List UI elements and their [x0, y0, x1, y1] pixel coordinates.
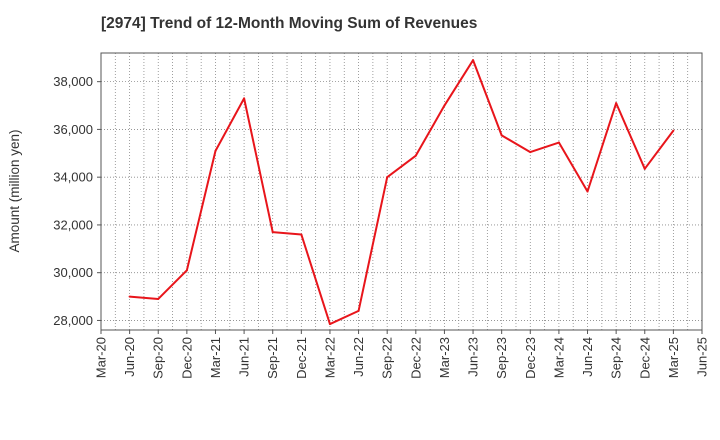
data-point	[586, 190, 589, 193]
x-tick-label: Mar-22	[322, 337, 337, 378]
data-point	[157, 297, 160, 300]
x-tick-label: Mar-24	[551, 337, 566, 378]
y-axis-ticks: 28,000 30,000 32,000 34,000 36,000 38,000	[53, 74, 101, 328]
series-line	[129, 59, 675, 326]
y-tick-label: 36,000	[53, 122, 93, 137]
data-point	[643, 167, 646, 170]
data-point	[386, 176, 389, 179]
x-tick-label: Jun-25	[695, 337, 710, 377]
x-tick-label: Dec-22	[408, 337, 423, 379]
x-tick-label: Mar-20	[94, 337, 109, 378]
x-tick-label: Mar-25	[666, 337, 681, 378]
data-point	[615, 102, 618, 105]
data-point	[672, 129, 675, 132]
y-tick-label: 28,000	[53, 313, 93, 328]
x-tick-label: Dec-21	[294, 337, 309, 379]
grid-lines	[101, 53, 702, 330]
x-tick-label: Jun-20	[122, 337, 137, 377]
y-tick-label: 30,000	[53, 265, 93, 280]
data-point	[128, 295, 131, 298]
x-tick-label: Jun-21	[237, 337, 252, 377]
series-group	[128, 59, 675, 326]
x-tick-label: Jun-22	[351, 337, 366, 377]
x-tick-label: Sep-21	[265, 337, 280, 379]
x-tick-label: Sep-20	[151, 337, 166, 379]
x-tick-label: Dec-23	[523, 337, 538, 379]
data-point	[271, 231, 274, 234]
data-point	[214, 149, 217, 152]
data-point	[185, 269, 188, 272]
x-tick-label: Mar-21	[208, 337, 223, 378]
x-tick-label: Sep-24	[609, 337, 624, 379]
data-point	[328, 323, 331, 326]
plot-frame	[100, 52, 703, 331]
x-tick-label: Mar-23	[437, 337, 452, 378]
x-tick-label: Jun-23	[466, 337, 481, 377]
data-point	[443, 104, 446, 107]
chart-title: [2974] Trend of 12-Month Moving Sum of R…	[101, 15, 478, 32]
x-tick-label: Sep-22	[380, 337, 395, 379]
x-axis-ticks: Mar-20 Jun-20 Sep-20 Dec-20 Mar-21 Jun-21 Sep-…	[94, 330, 710, 379]
data-point	[300, 233, 303, 236]
data-point	[500, 134, 503, 137]
x-tick-label: Dec-24	[637, 337, 652, 379]
data-point	[414, 154, 417, 157]
data-point	[557, 141, 560, 144]
y-axis-title: Amount (million yen)	[7, 129, 22, 252]
x-tick-label: Jun-24	[580, 337, 595, 377]
data-point	[529, 151, 532, 154]
y-tick-label: 34,000	[53, 170, 93, 185]
x-tick-label: Dec-20	[179, 337, 194, 379]
data-point	[243, 97, 246, 100]
x-tick-label: Sep-23	[494, 337, 509, 379]
y-tick-label: 38,000	[53, 74, 93, 89]
data-point	[472, 59, 475, 62]
data-point	[357, 309, 360, 312]
y-tick-label: 32,000	[53, 217, 93, 232]
